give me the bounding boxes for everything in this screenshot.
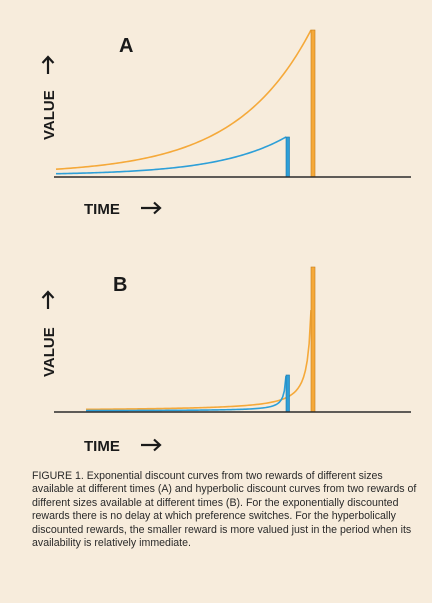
panel-a-small-reward-curve bbox=[55, 136, 287, 175]
panel-b-large-reward-curve bbox=[85, 309, 312, 411]
panel-a-large-reward-curve bbox=[55, 29, 312, 170]
panel-a-label: A bbox=[119, 35, 133, 57]
right-arrow-icon bbox=[141, 201, 162, 215]
panel-a-y-axis-label: VALUE bbox=[41, 90, 58, 140]
panel-b: B VALUE TIME bbox=[41, 266, 411, 455]
up-arrow-icon bbox=[41, 55, 55, 74]
up-arrow-icon bbox=[41, 290, 55, 309]
panel-b-y-axis-label: VALUE bbox=[41, 327, 58, 377]
right-arrow-icon bbox=[141, 438, 162, 452]
panel-b-large-reward-bar bbox=[310, 266, 316, 413]
figure-caption: FIGURE 1. Exponential discount curves fr… bbox=[32, 470, 417, 550]
panel-a-small-reward-bar bbox=[285, 136, 290, 178]
discount-curves-figure: A VALUE TIME B VALUE TIME bbox=[41, 29, 411, 455]
panel-a-x-axis-label: TIME bbox=[84, 201, 120, 218]
panel-b-label: B bbox=[113, 274, 127, 296]
panel-b-small-reward-bar bbox=[285, 374, 290, 413]
panel-b-x-axis-label: TIME bbox=[84, 438, 120, 455]
panel-b-small-reward-curve bbox=[85, 375, 287, 412]
panel-a-large-reward-bar bbox=[310, 29, 316, 178]
panel-a: A VALUE TIME bbox=[41, 29, 411, 218]
